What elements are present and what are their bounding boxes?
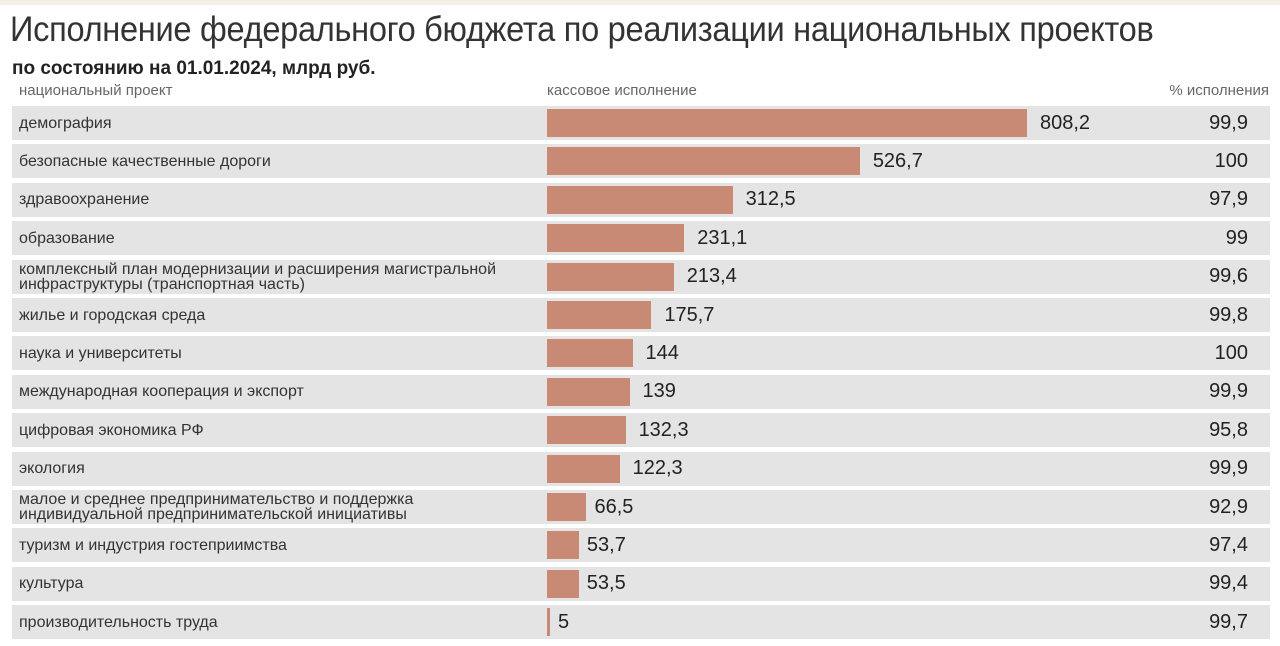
table-row: образование 231,1 99 — [12, 221, 1270, 256]
table-row: цифровая экономика РФ 132,3 95,8 — [12, 413, 1270, 448]
project-label: цифровая экономика РФ — [19, 421, 204, 439]
table-row: международная кооперация и экспорт 139 99,… — [12, 374, 1270, 409]
percent-label: 95,8 — [1209, 418, 1248, 441]
bar — [547, 531, 579, 560]
table-row: туризм и индустрия гостеприимства 53,7 97,… — [12, 528, 1270, 563]
table-row: наука и университеты 144 100 — [12, 336, 1270, 371]
value-label: 53,5 — [586, 572, 626, 595]
project-label: образование — [19, 229, 115, 247]
table-row: экология 122,3 99,9 — [12, 451, 1270, 486]
bar — [547, 493, 587, 521]
percent-label: 97,9 — [1209, 188, 1248, 211]
bar — [547, 147, 860, 176]
percent-label: 100 — [1214, 149, 1248, 172]
project-label: производительность труда — [19, 613, 218, 631]
project-label: жилье и городская среда — [19, 306, 206, 324]
value-label: 808,2 — [1040, 111, 1091, 134]
table-row: культура 53,5 99,4 — [12, 566, 1270, 601]
project-label: здравоохранение — [19, 191, 150, 209]
bar — [547, 262, 674, 291]
project-label: культура — [19, 575, 84, 593]
column-header-percent: % исполнения — [1169, 82, 1269, 99]
bar — [547, 109, 1027, 137]
project-label: комплексный план модернизации и расширен… — [19, 260, 496, 293]
top-strip — [0, 0, 1280, 5]
percent-label: 99,9 — [1209, 457, 1248, 480]
table-row: малое и среднее предпринимательство и по… — [12, 490, 1270, 524]
bar — [547, 339, 633, 368]
column-header-cash: кассовое исполнение — [547, 82, 697, 99]
chart-subtitle: по состоянию на 01.01.2024, млрд руб. — [12, 58, 376, 79]
percent-label: 92,9 — [1209, 495, 1248, 518]
table-row: демография 808,2 99,9 — [12, 106, 1270, 140]
percent-label: 100 — [1214, 341, 1248, 364]
value-label: 53,7 — [586, 533, 626, 556]
project-label: международная кооперация и экспорт — [19, 383, 304, 401]
table-row: жилье и городская среда 175,7 99,8 — [12, 298, 1270, 332]
percent-label: 99,8 — [1209, 303, 1248, 326]
table-row: комплексный план модернизации и расширен… — [12, 259, 1270, 294]
table-row: безопасные качественные дороги 526,7 100 — [12, 144, 1270, 179]
value-label: 144 — [645, 341, 679, 364]
bar — [547, 569, 579, 598]
table-row: производительность труда 5 99,7 — [12, 605, 1270, 640]
percent-label: 97,4 — [1209, 533, 1248, 556]
value-label: 122,3 — [632, 457, 683, 480]
percent-label: 99,6 — [1209, 265, 1248, 288]
table-row: здравоохранение 312,5 97,9 — [12, 182, 1270, 217]
value-label: 175,7 — [664, 303, 715, 326]
bar — [547, 224, 685, 253]
value-label: 139 — [642, 380, 676, 403]
bar — [547, 416, 626, 445]
percent-label: 99 — [1225, 226, 1248, 249]
value-label: 5 — [558, 610, 570, 633]
project-label: наука и университеты — [19, 344, 182, 362]
value-label: 213,4 — [686, 265, 737, 288]
value-label: 526,7 — [872, 149, 923, 172]
project-label: демография — [19, 114, 112, 132]
column-header-project: национальный проект — [19, 82, 173, 99]
bar — [547, 301, 652, 329]
project-label: экология — [19, 460, 85, 478]
value-label: 312,5 — [745, 188, 796, 211]
project-label: безопасные качественные дороги — [19, 152, 271, 170]
percent-label: 99,4 — [1209, 572, 1248, 595]
percent-label: 99,7 — [1209, 610, 1248, 633]
project-label: туризм и индустрия гостеприимства — [19, 536, 287, 554]
bar — [547, 185, 733, 214]
value-label: 231,1 — [697, 226, 748, 249]
percent-label: 99,9 — [1209, 380, 1248, 403]
percent-label: 99,9 — [1209, 111, 1248, 134]
value-label: 132,3 — [638, 418, 689, 441]
project-label: малое и среднее предпринимательство и по… — [19, 491, 414, 523]
bar — [547, 608, 550, 637]
value-label: 66,5 — [594, 495, 634, 518]
bar — [547, 454, 620, 483]
bar — [547, 377, 630, 406]
chart-title: Исполнение федерального бюджета по реали… — [10, 10, 1154, 49]
